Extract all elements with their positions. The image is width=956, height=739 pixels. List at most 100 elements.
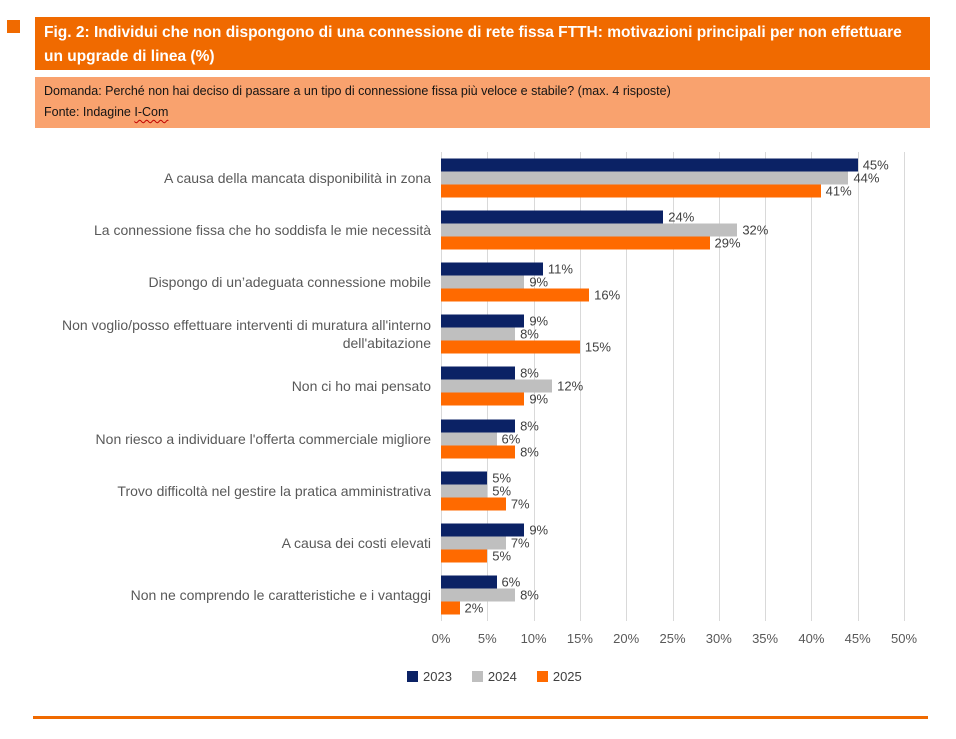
legend-label: 2025 — [552, 669, 582, 684]
legend-swatch — [407, 671, 418, 682]
bar-line: 8% — [441, 326, 904, 342]
legend-item-2024: 2024 — [471, 669, 517, 684]
chart-row: A causa della mancata disponibilità in z… — [0, 152, 956, 204]
bar-line: 7% — [441, 535, 904, 551]
category-label: A causa dei costi elevati — [281, 534, 431, 551]
source-name: I-Com — [134, 105, 169, 119]
gridline — [718, 152, 720, 621]
bar-value-label: 7% — [510, 496, 530, 512]
bar-2023 — [441, 158, 858, 172]
chart-legend: 2023 2024 2025 — [407, 669, 582, 684]
bar-group: 24% 32% 29% — [441, 209, 904, 251]
bar-value-label: 6% — [501, 431, 521, 447]
figure-subtitle-banner: Domanda: Perché non hai deciso di passar… — [35, 77, 930, 128]
bar-group: 9% 7% 5% — [441, 522, 904, 564]
bar-value-label: 7% — [510, 535, 530, 551]
bar-group: 6% 8% 2% — [441, 574, 904, 616]
accent-dash — [7, 20, 20, 33]
bar-line: 45% — [441, 157, 904, 173]
bar-value-label: 45% — [862, 157, 889, 173]
bar-value-label: 6% — [501, 574, 521, 590]
bar-value-label: 15% — [584, 339, 611, 355]
bar-line: 9% — [441, 522, 904, 537]
bar-chart: A causa della mancata disponibilità in z… — [0, 145, 956, 710]
x-axis-tick-label: 40% — [798, 631, 825, 646]
bar-line: 41% — [441, 184, 904, 199]
x-axis: 0% 5% 10% 15% 20% 25% 30% 35% 40% 45% 50% — [0, 631, 956, 649]
category-label: A causa della mancata disponibilità in z… — [164, 170, 431, 187]
bar-value-label: 44% — [853, 170, 880, 186]
bar-value-label: 8% — [520, 444, 539, 460]
survey-question: Domanda: Perché non hai deciso di passar… — [44, 84, 671, 98]
bar-2025 — [441, 445, 516, 459]
bar-line: 2% — [441, 600, 904, 616]
bar-value-label: 11% — [547, 261, 573, 277]
bar-line: 16% — [441, 288, 904, 303]
gridline — [904, 152, 905, 621]
gridline — [672, 152, 674, 621]
bar-line: 32% — [441, 223, 904, 238]
bar-value-label: 5% — [492, 548, 512, 564]
category-label: Dispongo di un’adeguata connessione mobi… — [148, 274, 431, 291]
category-label: Non ne comprendo le caratteristiche e i … — [130, 586, 431, 603]
bar-line: 7% — [441, 496, 904, 512]
bar-line: 29% — [441, 235, 904, 251]
bar-2025 — [441, 184, 821, 198]
bar-2024 — [441, 536, 506, 550]
bar-value-label: 24% — [668, 209, 695, 225]
category-label: La connessione fissa che ho soddisfa le … — [94, 222, 431, 239]
bar-line: 9% — [441, 392, 904, 407]
bar-line: 5% — [441, 470, 904, 486]
x-axis-tick-label: 5% — [477, 631, 497, 646]
bar-line: 5% — [441, 548, 904, 564]
bar-2024 — [441, 432, 497, 446]
bar-2023 — [441, 366, 516, 380]
chart-row: Trovo difficoltà nel gestire la pratica … — [0, 465, 956, 517]
category-label: Non riesco a individuare l'offerta comme… — [95, 430, 431, 447]
chart-row: A causa dei costi elevati 9% 7% 5% — [0, 517, 956, 569]
bar-line: 12% — [441, 378, 904, 394]
legend-label: 2023 — [423, 669, 452, 684]
chart-row: Dispongo di un’adeguata connessione mobi… — [0, 256, 956, 308]
bar-value-label: 2% — [464, 600, 484, 616]
gridline — [626, 152, 628, 621]
chart-row: Non riesco a individuare l'offerta comme… — [0, 413, 956, 465]
bar-value-label: 5% — [492, 483, 512, 499]
category-label: Non voglio/posso effettuare interventi d… — [62, 317, 431, 352]
bar-2023 — [441, 210, 664, 224]
bar-2024 — [441, 327, 516, 341]
bar-2024 — [441, 588, 516, 602]
bar-value-label: 8% — [520, 365, 539, 381]
category-label: Non ci ho mai pensato — [291, 378, 431, 395]
bar-value-label: 12% — [557, 378, 584, 394]
chart-row: La connessione fissa che ho soddisfa le … — [0, 204, 956, 256]
bar-2023 — [441, 575, 497, 589]
bar-line: 6% — [441, 574, 904, 590]
bar-group: 8% 6% 8% — [441, 418, 904, 460]
x-axis-tick-label: 30% — [705, 631, 732, 646]
bar-value-label: 5% — [492, 470, 512, 486]
bar-value-label: 8% — [520, 326, 539, 342]
bottom-rule — [33, 716, 928, 719]
bar-2025 — [441, 236, 710, 250]
figure-title: Fig. 2: Individui che non dispongono di … — [44, 24, 902, 65]
bar-2024 — [441, 379, 553, 393]
gridline — [811, 152, 813, 621]
bar-group: 8% 12% 9% — [441, 365, 904, 407]
bar-line: 8% — [441, 587, 904, 602]
bar-2025 — [441, 288, 590, 302]
bar-group: 45% 44% 41% — [441, 157, 904, 199]
bar-line: 9% — [441, 314, 904, 329]
bar-2025 — [441, 549, 488, 563]
bar-2024 — [441, 275, 525, 289]
bar-2023 — [441, 314, 525, 328]
bar-group: 9% 8% 15% — [441, 314, 904, 355]
bar-line: 24% — [441, 209, 904, 225]
bar-value-label: 29% — [714, 235, 741, 251]
bar-2024 — [441, 171, 849, 185]
bar-2023 — [441, 471, 488, 485]
bar-line: 5% — [441, 483, 904, 499]
bar-group: 5% 5% 7% — [441, 470, 904, 512]
legend-item-2025: 2025 — [536, 669, 582, 684]
